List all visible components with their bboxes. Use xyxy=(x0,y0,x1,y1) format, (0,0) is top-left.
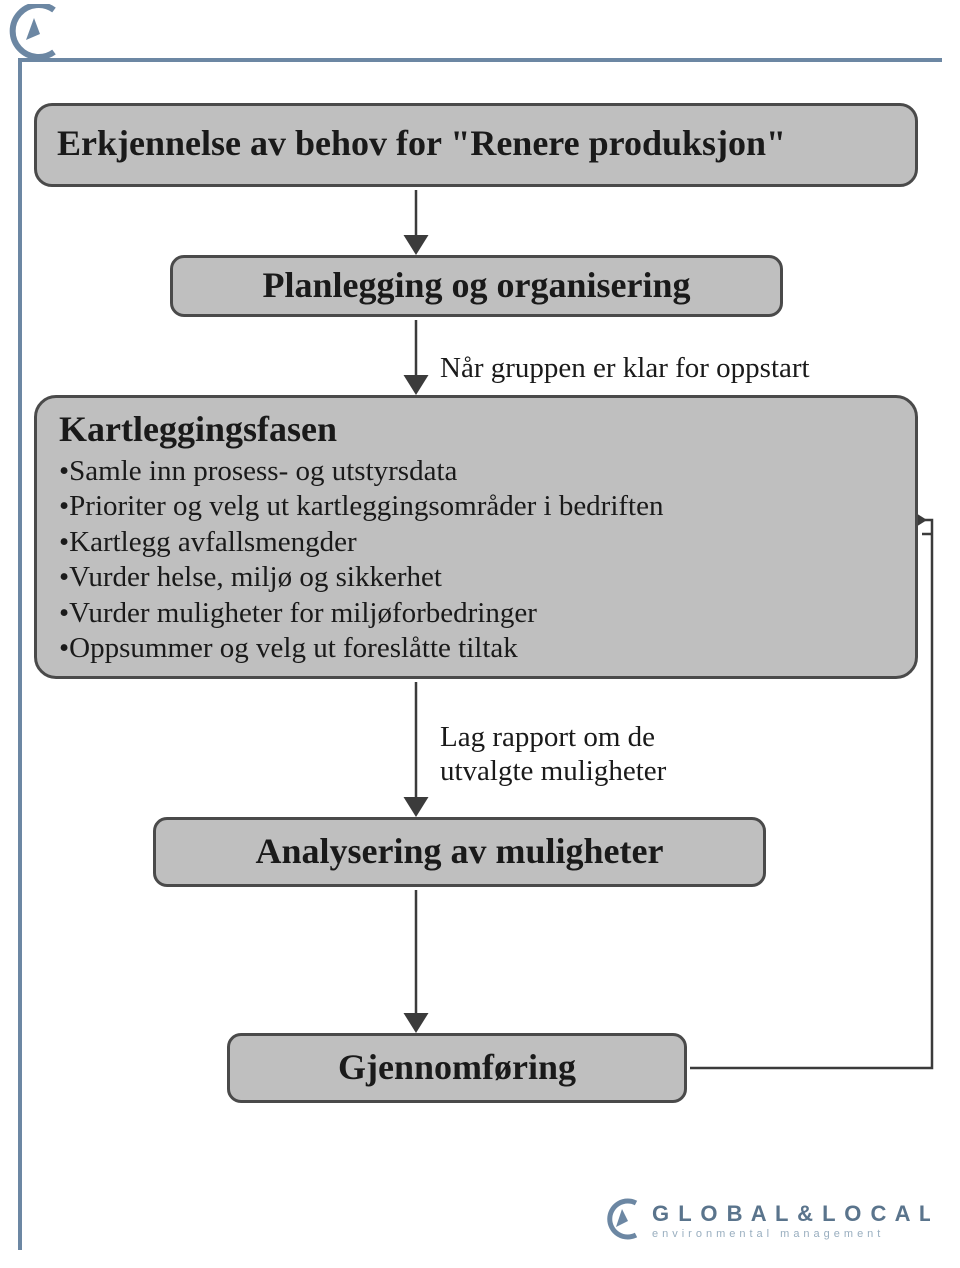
edge-label-oppstart: Når gruppen er klar for oppstart xyxy=(440,352,810,385)
edge-label-line: utvalgte muligheter xyxy=(440,754,666,788)
step-title: Planlegging og organisering xyxy=(183,264,770,306)
edge-label-text: Når gruppen er klar for oppstart xyxy=(440,352,810,384)
bullet-item: Prioriter og velg ut kartleggingsområder… xyxy=(59,489,893,524)
bullet-item: Oppsummer og velg ut foreslåtte tiltak xyxy=(59,631,893,666)
svg-text:environmental management: environmental management xyxy=(652,1228,884,1240)
step-gjennomforing: Gjennomføring xyxy=(227,1033,687,1103)
edge-label-line: Lag rapport om de xyxy=(440,720,666,754)
corner-logo-icon xyxy=(6,4,62,60)
step-title: Analysering av muligheter xyxy=(166,830,753,872)
step-planlegging: Planlegging og organisering xyxy=(170,255,783,317)
step-title: Erkjennelse av behov for "Renere produks… xyxy=(57,122,895,164)
step-title: Kartleggingsfasen xyxy=(59,408,893,450)
bullet-item: Samle inn prosess- og utstyrsdata xyxy=(59,454,893,489)
bullet-item: Vurder helse, miljø og sikkerhet xyxy=(59,560,893,595)
bullet-item: Vurder muligheter for miljøforbedringer xyxy=(59,596,893,631)
step-kartleggingsfasen: Kartleggingsfasen Samle inn prosess- og … xyxy=(34,395,918,679)
svg-text:G L O B A L & L O C A L: G L O B A L & L O C A L xyxy=(652,1201,930,1226)
step-title: Gjennomføring xyxy=(240,1046,674,1088)
edge-label-rapport: Lag rapport om deutvalgte muligheter xyxy=(440,720,666,788)
bullet-list: Samle inn prosess- og utstyrsdataPriorit… xyxy=(59,454,893,666)
footer-brand: G L O B A L & L O C A L environmental ma… xyxy=(600,1195,930,1256)
step-analysering: Analysering av muligheter xyxy=(153,817,766,887)
step-erkjennelse: Erkjennelse av behov for "Renere produks… xyxy=(34,103,918,187)
bullet-item: Kartlegg avfallsmengder xyxy=(59,525,893,560)
